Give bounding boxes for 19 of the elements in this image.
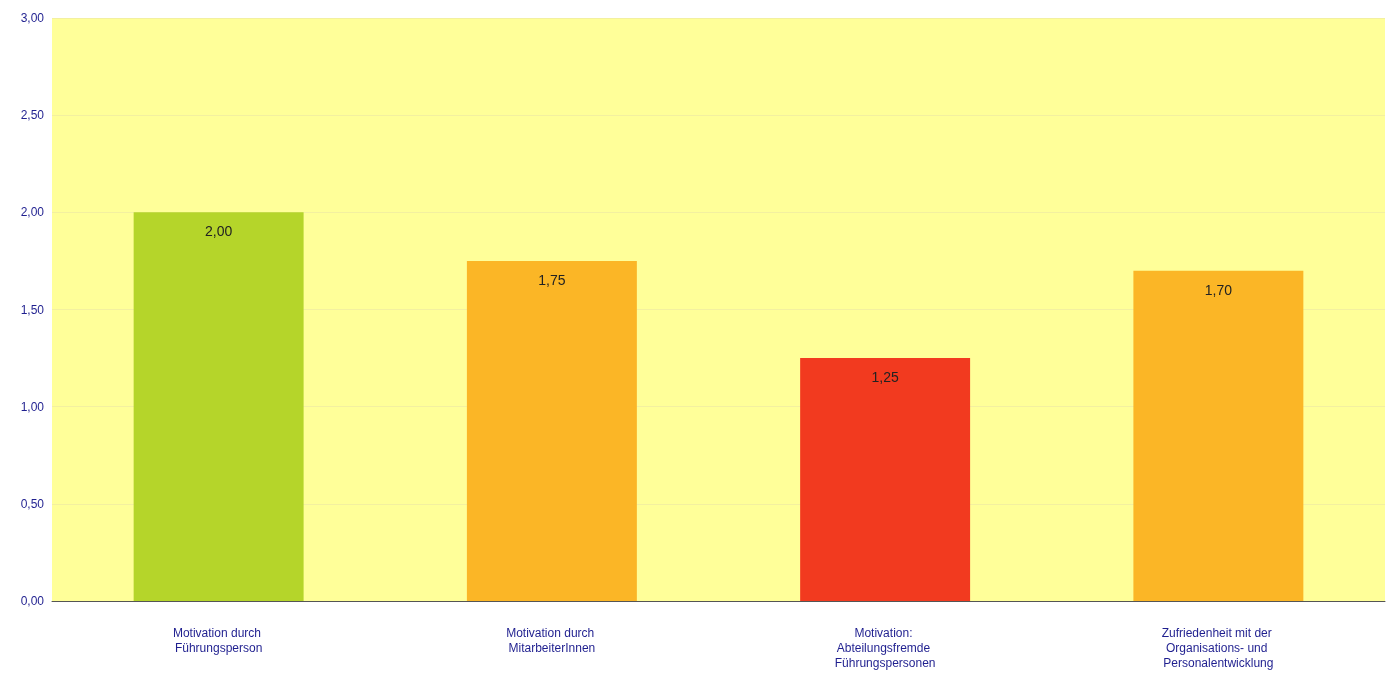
x-tick-label: Motivation durch Führungsperson — [172, 625, 265, 655]
data-label: 1,25 — [871, 369, 899, 386]
y-tick-label: 2,50 — [20, 108, 45, 123]
data-label: 1,75 — [538, 271, 566, 288]
y-tick-label: 2,00 — [20, 205, 45, 220]
y-tick-label: 1,50 — [20, 302, 45, 317]
bar — [133, 212, 304, 601]
bar — [1133, 270, 1304, 601]
x-tick-label: Motivation durch MitarbeiterInnen — [506, 625, 598, 655]
y-tick-label: 3,00 — [20, 11, 45, 25]
y-tick-label: 1,00 — [20, 399, 45, 414]
x-tick-label: Motivation: Abteilungsfremde Führungspersonen — [834, 625, 936, 670]
y-tick-label: 0,50 — [20, 496, 45, 511]
x-tick-label: Zufriedenheit mit der Organisations- und Personalentwicklung — [1161, 625, 1276, 670]
data-label: 2,00 — [205, 223, 233, 240]
data-label: 1,70 — [1204, 281, 1233, 298]
y-tick-label: 0,00 — [20, 594, 45, 608]
bar — [800, 358, 971, 601]
bar — [466, 260, 637, 601]
